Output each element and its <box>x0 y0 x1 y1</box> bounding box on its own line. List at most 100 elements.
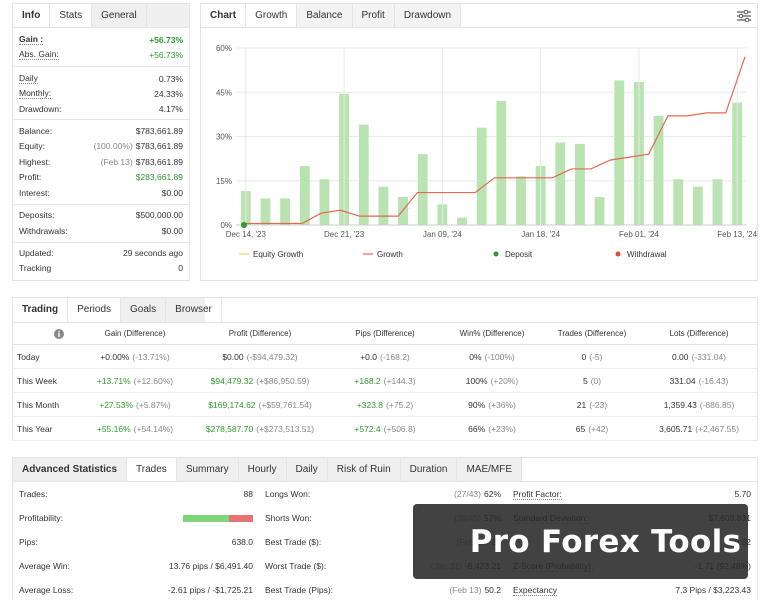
period-label: Today <box>13 344 79 369</box>
tab-mae-mfe[interactable]: MAE/MFE <box>457 458 523 481</box>
tab-summary[interactable]: Summary <box>177 458 239 481</box>
tab-drawdown[interactable]: Drawdown <box>395 4 462 27</box>
trading-panel: Trading Periods Goals Browser Gain (Diff… <box>12 297 758 441</box>
growth-bar[interactable] <box>280 198 291 225</box>
period-trades-cell: 65 (+42) <box>543 416 641 441</box>
adv-label: Profit Factor: <box>513 488 562 500</box>
tab-goals[interactable]: Goals <box>121 298 167 322</box>
info-row: Drawdown: 4.17% <box>13 101 189 116</box>
tab-chart[interactable]: Chart <box>201 4 247 27</box>
adv-label: Expectancy <box>513 584 557 596</box>
period-pips-cell: +0.0 (-168.2) <box>329 344 441 369</box>
period-pips-diff: (+506.8) <box>383 423 416 434</box>
info-row: Monthly: 24.33% <box>13 86 189 101</box>
growth-bar[interactable] <box>516 176 526 225</box>
period-profit-diff: (+$59,761.54) <box>258 399 312 410</box>
tab-info[interactable]: Info <box>13 4 51 27</box>
info-label: Highest: <box>19 156 51 167</box>
tab-risk-of-ruin[interactable]: Risk of Ruin <box>328 458 401 481</box>
growth-bar[interactable] <box>496 101 507 225</box>
info-divider <box>13 119 189 120</box>
growth-bar[interactable] <box>614 80 625 225</box>
adv-label: Pips: <box>19 537 38 547</box>
growth-bar[interactable] <box>673 179 684 225</box>
x-tick-label: Dec 21, '23 <box>324 230 365 239</box>
period-pips-value: +323.8 <box>356 399 384 410</box>
period-trades-value: 5 <box>582 375 588 386</box>
growth-bar[interactable] <box>417 154 428 225</box>
legend-swatch <box>615 251 621 257</box>
growth-bar[interactable] <box>575 143 585 225</box>
period-gain-value: +0.00% <box>100 351 130 362</box>
growth-bar[interactable] <box>555 142 566 225</box>
tab-advanced-statistics[interactable]: Advanced Statistics <box>13 458 128 481</box>
period-trades-cell: 5 (0) <box>543 368 641 393</box>
info-label: Abs. Gain: <box>19 49 59 60</box>
period-gain-cell: +27.53% (+5.87%) <box>79 392 191 417</box>
growth-bar[interactable] <box>692 186 703 225</box>
tab-periods[interactable]: Periods <box>68 298 122 322</box>
growth-bar[interactable] <box>594 196 605 225</box>
adv-note: (27/43) <box>454 489 481 499</box>
tab-stats[interactable]: Stats <box>50 4 93 27</box>
tab-general[interactable]: General <box>92 4 147 27</box>
info-row: Gain : +56.73% <box>13 32 189 47</box>
growth-bar[interactable] <box>299 166 310 225</box>
info-label: Daily <box>19 73 38 84</box>
legend-label[interactable]: Withdrawal <box>627 250 667 259</box>
adv-label: Shorts Won: <box>265 513 312 523</box>
info-divider <box>13 203 189 205</box>
info-label: Gain : <box>19 34 44 45</box>
tab-hourly[interactable]: Hourly <box>239 458 287 481</box>
growth-bar[interactable] <box>358 124 369 225</box>
header-profit: Profit (Difference) <box>191 322 329 345</box>
adv-col-1: Average Win: 13.76 pips / $6,491.40 <box>13 554 259 578</box>
info-icon[interactable] <box>13 322 79 345</box>
tab-daily[interactable]: Daily <box>287 458 328 481</box>
y-tick-label: 15% <box>216 177 232 186</box>
adv-col-1: Average Loss: -2.61 pips / -$1,725.21 <box>13 578 259 600</box>
tab-trades[interactable]: Trades <box>127 458 177 481</box>
period-win-diff: (+20%) <box>490 375 519 386</box>
info-row: Interest: $0.00 <box>13 185 189 201</box>
legend-label[interactable]: Growth <box>377 250 403 259</box>
deposit-point[interactable] <box>241 222 247 228</box>
tab-browser[interactable]: Browser <box>166 298 222 322</box>
info-value-wrap: 4.17% <box>159 104 183 114</box>
info-value-wrap: $0.00 <box>162 226 183 236</box>
adv-col-1: Pips: 638.0 <box>13 530 259 554</box>
period-profit-cell: $278,587.70 (+$273,513.51) <box>191 416 329 441</box>
tab-profit[interactable]: Profit <box>353 4 395 27</box>
info-value: $500,000.00 <box>135 210 183 221</box>
period-trades-value: 65 <box>575 423 586 434</box>
tab-balance[interactable]: Balance <box>297 4 353 27</box>
legend-label[interactable]: Deposit <box>505 250 533 259</box>
period-gain-value: +27.53% <box>99 399 134 410</box>
info-value: +56.73% <box>149 34 183 45</box>
y-tick-label: 30% <box>216 133 232 142</box>
tab-growth[interactable]: Growth <box>246 4 298 27</box>
adv-label: Best Trade (Pips): <box>265 585 334 595</box>
period-profit-cell: $0.00 (-$94,479.32) <box>191 344 329 369</box>
growth-bar[interactable] <box>476 127 487 225</box>
adv-value: 5.70 <box>734 489 751 499</box>
growth-bar[interactable] <box>378 186 389 225</box>
growth-bar[interactable] <box>319 179 330 225</box>
legend-label[interactable]: Equity Growth <box>253 250 303 259</box>
period-profit-cell: $94,479.32 (+$86,950.59) <box>191 368 329 393</box>
growth-bar[interactable] <box>653 115 664 225</box>
adv-label: Longs Won: <box>265 489 311 499</box>
tab-duration[interactable]: Duration <box>401 458 458 481</box>
info-note: (Feb 13) <box>100 156 133 167</box>
info-value-wrap: $783,661.89 <box>136 126 183 136</box>
period-gain-cell: +55.16% (+54.14%) <box>79 416 191 441</box>
period-label: This Week <box>13 368 79 393</box>
growth-bar[interactable] <box>457 217 467 225</box>
adv-value-wrap: (Feb 13) 50.2 <box>449 585 501 595</box>
period-pips-cell: +323.8 (+75.2) <box>329 392 441 417</box>
tab-trading[interactable]: Trading <box>13 298 69 322</box>
sliders-icon[interactable] <box>731 4 757 27</box>
info-note: (100.00%) <box>93 141 133 152</box>
growth-bar[interactable] <box>260 198 271 225</box>
growth-bar[interactable] <box>712 179 723 225</box>
